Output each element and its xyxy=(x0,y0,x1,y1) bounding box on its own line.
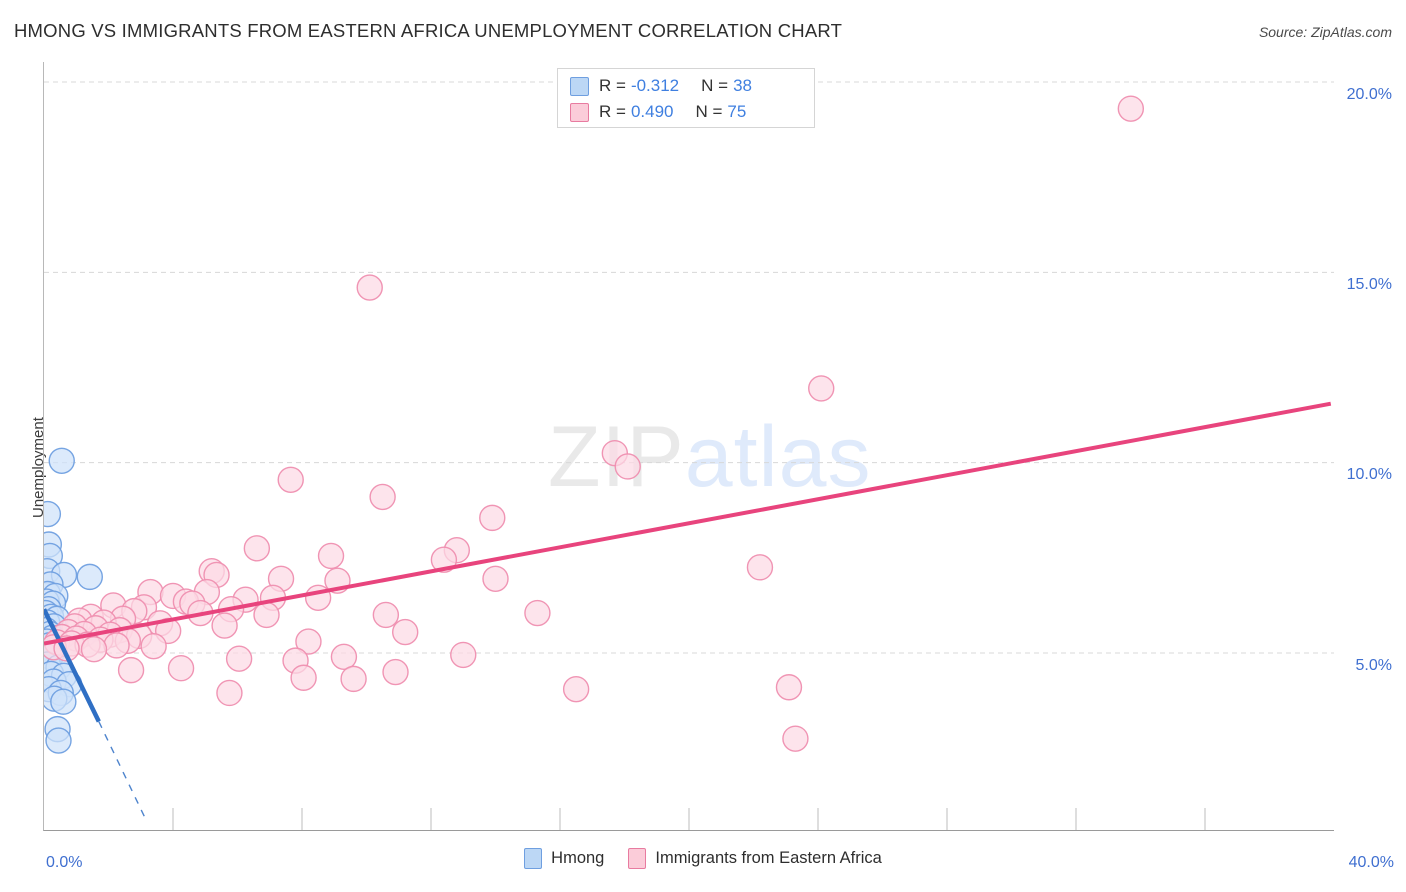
correlation-stats-box: R = -0.312 N = 38 R = 0.490 N = 75 xyxy=(557,68,815,128)
y-tick-label-15: 15.0% xyxy=(1346,276,1392,293)
scatter-point xyxy=(253,601,280,629)
scatter-point xyxy=(479,504,506,532)
legend-item-immigrants[interactable]: Immigrants from Eastern Africa xyxy=(628,848,882,869)
scatter-point xyxy=(340,665,367,693)
scatter-point xyxy=(317,542,345,570)
scatter-point xyxy=(562,675,590,703)
y-tick-label-20: 20.0% xyxy=(1346,86,1392,103)
x-tick-label-min: 0.0% xyxy=(46,854,83,871)
scatter-point xyxy=(277,466,304,493)
scatter-point xyxy=(167,655,195,682)
trendline-immigrants xyxy=(44,401,1332,646)
series-points-immigrants xyxy=(44,95,1145,752)
legend-label-hmong: Hmong xyxy=(551,849,605,867)
series-legend: Hmong Immigrants from Eastern Africa xyxy=(0,848,1406,869)
scatter-point xyxy=(243,535,271,562)
scatter-point xyxy=(524,599,551,627)
scatter-point xyxy=(369,483,396,511)
plot-area xyxy=(43,62,1334,831)
scatter-point xyxy=(1117,95,1145,122)
swatch-hmong-icon xyxy=(570,76,589,96)
scatter-point xyxy=(211,612,238,639)
source-note: Source: ZipAtlas.com xyxy=(1258,24,1392,40)
scatter-point xyxy=(392,618,419,646)
legend-label-immigrants: Immigrants from Eastern Africa xyxy=(655,849,882,867)
legend-swatch-hmong-icon xyxy=(524,848,543,869)
legend-item-hmong[interactable]: Hmong xyxy=(524,848,604,869)
scatter-point xyxy=(45,727,72,754)
page-title: HMONG VS IMMIGRANTS FROM EASTERN AFRICA … xyxy=(14,20,843,41)
scatter-point xyxy=(50,688,77,715)
stats-n-value-immigrants: 75 xyxy=(727,102,747,121)
stats-r-key-hmong: R = xyxy=(599,76,626,95)
scatter-point xyxy=(330,643,358,671)
scatter-point xyxy=(140,632,167,660)
swatch-immigrants-icon xyxy=(570,102,589,122)
scatter-point xyxy=(614,453,641,480)
scatter-point xyxy=(80,635,108,663)
scatter-point xyxy=(775,674,803,701)
scatter-point xyxy=(356,274,383,301)
stats-r-value-immigrants: 0.490 xyxy=(630,102,674,121)
scatter-point xyxy=(225,645,253,672)
stats-n-key-immigrants: N = xyxy=(695,102,723,121)
scatter-point xyxy=(482,565,509,592)
trendline-hmong-extension xyxy=(98,721,148,823)
y-tick-label-10: 10.0% xyxy=(1346,466,1392,483)
stats-r-value-hmong: -0.312 xyxy=(630,76,680,95)
y-axis-title: Unemployment xyxy=(14,388,47,608)
scatter-point xyxy=(372,601,400,629)
y-tick-label-5: 5.0% xyxy=(1355,657,1392,674)
stats-row-hmong: R = -0.312 N = 38 xyxy=(570,73,804,99)
stats-n-key-hmong: N = xyxy=(701,76,729,95)
x-tick-label-max: 40.0% xyxy=(1348,854,1394,871)
scatter-point xyxy=(216,679,243,707)
scatter-point xyxy=(290,664,317,691)
scatter-plot-canvas xyxy=(44,81,1334,830)
scatter-point xyxy=(295,628,322,655)
scatter-point xyxy=(382,658,409,686)
scatter-point xyxy=(48,447,75,474)
trendline-hmong xyxy=(44,608,101,723)
stats-row-immigrants: R = 0.490 N = 75 xyxy=(570,99,804,125)
legend-swatch-immigrants-icon xyxy=(628,848,647,869)
scatter-point xyxy=(117,656,145,684)
scatter-point xyxy=(746,554,774,581)
scatter-point xyxy=(44,500,62,528)
stats-r-key-immigrants: R = xyxy=(599,102,626,121)
scatter-point xyxy=(782,725,809,752)
scatter-point xyxy=(808,375,835,402)
scatter-point xyxy=(76,563,103,591)
scatter-point xyxy=(103,632,130,659)
stats-n-value-hmong: 38 xyxy=(733,76,752,95)
scatter-point xyxy=(450,641,477,669)
